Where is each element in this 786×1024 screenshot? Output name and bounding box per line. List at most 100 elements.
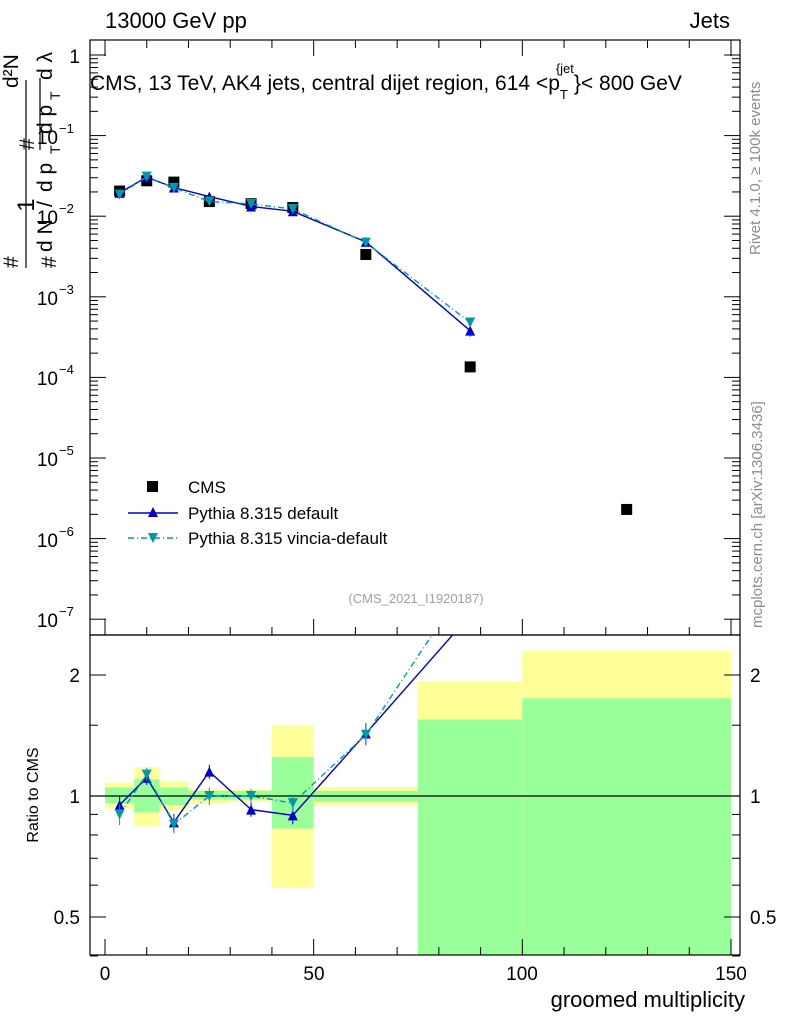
title-end: }< 800 GeV xyxy=(574,72,682,95)
ratio-vincia-line xyxy=(119,635,433,826)
ylabel-slash: / xyxy=(34,201,57,207)
band-inner-8 xyxy=(522,698,731,955)
ytick-1e-3-exp: −3 xyxy=(59,282,74,297)
title-superscript: {jet xyxy=(556,61,574,76)
ytick-1e-5-exp: −5 xyxy=(59,443,74,458)
rtick-2-right: 2 xyxy=(750,666,761,687)
x-tick-labels: 0 50 100 150 xyxy=(100,964,747,985)
band-inner-7 xyxy=(418,719,523,955)
axis-ticks xyxy=(90,40,740,957)
cms-point-8 xyxy=(621,503,633,515)
ytick-1e-5: 10 −5 xyxy=(37,443,74,471)
plot-title: CMS, 13 TeV, AK4 jets, central dijet reg… xyxy=(90,61,682,102)
y-tick-labels-bottom: 2 1 0.5 2 1 0.5 xyxy=(54,666,777,929)
pythia-vincia-point-0 xyxy=(114,189,125,200)
rivet-label: Rivet 4.1.0, ≥ 100k events xyxy=(747,82,764,255)
ylabel-d2N: d²N xyxy=(0,54,23,88)
xtick-50: 50 xyxy=(303,964,324,985)
xtick-100: 100 xyxy=(506,964,538,985)
ylabel-hash-3: # xyxy=(0,256,23,268)
ytick-1: 1 xyxy=(69,47,80,68)
ylabel-hash-1: # xyxy=(38,256,61,268)
pythia-vincia-point-6 xyxy=(360,237,371,248)
pythia-vincia-point-7 xyxy=(465,317,476,328)
ytick-1e-3: 10 −3 xyxy=(37,282,74,310)
ratio-series-layer xyxy=(114,635,454,834)
ytick-1e-1-exp: −1 xyxy=(59,121,74,136)
rtick-2-left: 2 xyxy=(69,666,80,687)
ylabel-dp: d p xyxy=(34,163,57,192)
ylabel-dp-2: d p xyxy=(34,105,57,134)
cms-point-7 xyxy=(464,361,476,373)
title-main: CMS, 13 TeV, AK4 jets, central dijet reg… xyxy=(90,72,560,95)
legend-label-default: Pythia 8.315 default xyxy=(188,504,339,523)
ratio-vincia-point-2 xyxy=(168,819,179,830)
cms-point-6 xyxy=(360,248,372,260)
legend-label-vincia: Pythia 8.315 vincia-default xyxy=(188,529,388,548)
ratio-vincia-point-4 xyxy=(246,791,257,801)
y-tick-labels-top: 1 10 −1 10 −2 10 −3 10 −4 10 −5 10 −6 10 −7 xyxy=(37,47,80,632)
ytick-1e-4-base: 10 xyxy=(37,369,58,390)
ytick-1e-7: 10 −7 xyxy=(37,604,74,632)
ytick-1e-1: 10 −1 xyxy=(37,121,74,149)
ytick-1e-6: 10 −6 xyxy=(37,524,74,552)
ytick-1e-2: 10 −2 xyxy=(37,201,74,229)
cms-point-2 xyxy=(168,176,180,188)
ytick-1e-7-exp: −7 xyxy=(59,604,74,619)
ratio-vincia-point-6 xyxy=(360,729,371,740)
ratio-default-point-3 xyxy=(204,766,215,777)
xtick-0: 0 xyxy=(100,964,111,985)
y-axis-label-bottom: Ratio to CMS xyxy=(25,747,42,842)
ylabel-dN: d N xyxy=(34,219,57,252)
series-layer xyxy=(114,171,633,515)
ytick-1e-4-exp: −4 xyxy=(59,362,74,377)
ytick-1e-3-base: 10 xyxy=(37,289,58,310)
ratio-default-point-5 xyxy=(287,810,298,821)
pythia-vincia-point-2 xyxy=(168,182,179,193)
ytick-1e-6-base: 10 xyxy=(37,531,58,552)
legend-label-cms: CMS xyxy=(188,478,226,497)
pythia-vincia-point-4 xyxy=(246,198,257,209)
ytick-1e-1-base: 10 xyxy=(37,128,58,149)
analysis-reference: (CMS_2021_I1920187) xyxy=(348,591,483,606)
pythia-vincia-point-5 xyxy=(287,203,298,214)
energy-label: 13000 GeV pp xyxy=(105,8,247,33)
ratio-default-line xyxy=(119,635,454,824)
ratio-default-point-4 xyxy=(246,804,257,815)
ratio-vincia-point-0 xyxy=(114,809,125,820)
legend-marker-default xyxy=(148,507,158,517)
ratio-vincia-point-3 xyxy=(204,791,215,801)
rtick-1-left: 1 xyxy=(69,787,80,808)
pythia-vincia-point-1 xyxy=(141,171,152,182)
rtick-05-right: 0.5 xyxy=(750,908,776,929)
title-subscript: T xyxy=(560,87,568,102)
ylabel-T-1: T xyxy=(47,145,63,154)
pythia-vincia-line xyxy=(119,175,471,324)
ratio-vincia-point-1 xyxy=(141,769,152,780)
ytick-1e-2-base: 10 xyxy=(37,208,58,229)
ytick-1e-7-base: 10 xyxy=(37,611,58,632)
legend-marker-vincia xyxy=(148,533,158,543)
ytick-1e-2-exp: −2 xyxy=(59,201,74,216)
ylabel-hash-2: # xyxy=(16,138,39,150)
ylabel-T-2: T xyxy=(47,91,63,100)
pythia-vincia-point-3 xyxy=(204,196,215,207)
mcplots-label: mcplots.cern.ch [arXiv:1306.3436] xyxy=(749,401,766,628)
legend: CMS Pythia 8.315 default Pythia 8.315 vi… xyxy=(128,478,388,548)
ytick-1e-6-exp: −6 xyxy=(59,524,74,539)
rtick-05-left: 0.5 xyxy=(54,908,80,929)
rtick-1-right: 1 xyxy=(750,787,761,808)
band-inner-0 xyxy=(105,787,135,804)
legend-marker-cms xyxy=(147,481,158,492)
category-label: Jets xyxy=(690,8,730,33)
xtick-150: 150 xyxy=(715,964,747,985)
ytick-1e-5-base: 10 xyxy=(37,450,58,471)
pythia-default-line xyxy=(119,176,471,332)
ytick-1e-4: 10 −4 xyxy=(37,362,74,390)
ylabel-dlambda: d λ xyxy=(34,51,57,80)
x-axis-label: groomed multiplicity xyxy=(551,987,745,1012)
ratio-vincia-point-5 xyxy=(287,798,298,809)
y-axis-label-top: 1 d N # / d p T # d p T d²N d λ # xyxy=(0,51,63,268)
ratio-plot-frame xyxy=(89,634,741,956)
